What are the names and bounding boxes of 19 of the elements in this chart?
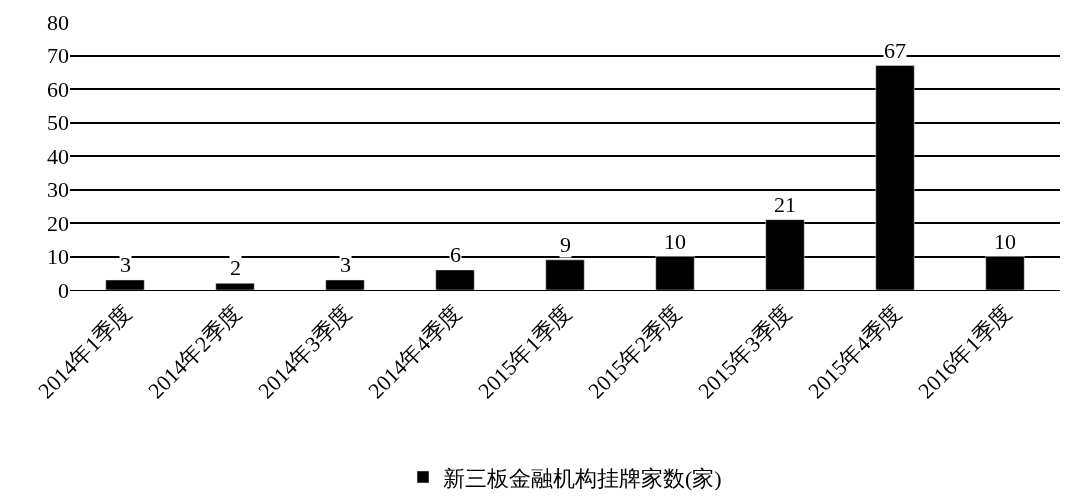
y-tick-label: 10 <box>47 244 69 270</box>
data-label: 21 <box>774 192 796 217</box>
data-label: 10 <box>994 229 1016 254</box>
y-tick-label: 0 <box>58 277 69 303</box>
y-tick-label: 70 <box>47 43 69 69</box>
data-label: 3 <box>340 252 351 277</box>
y-tick-label: 80 <box>47 9 69 35</box>
y-tick-label: 30 <box>47 177 69 203</box>
y-tick-label: 60 <box>47 76 69 102</box>
data-label: 2 <box>230 255 241 280</box>
data-label: 6 <box>450 242 461 267</box>
y-tick-label: 20 <box>47 210 69 236</box>
legend-label: 新三板金融机构挂牌家数(家) <box>443 465 722 491</box>
y-tick-label: 50 <box>47 110 69 136</box>
data-label: 67 <box>884 38 906 63</box>
data-label: 10 <box>664 229 686 254</box>
data-label: 3 <box>120 252 131 277</box>
data-label: 9 <box>560 232 571 257</box>
y-tick-label: 40 <box>47 143 69 169</box>
